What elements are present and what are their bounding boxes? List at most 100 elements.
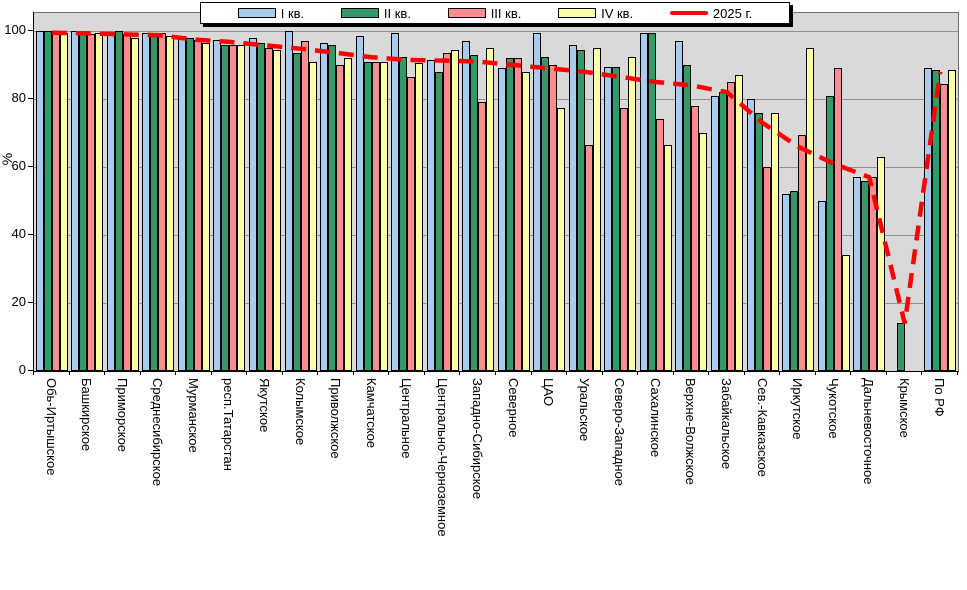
bar-III кв.-Колымское — [300, 41, 309, 371]
x-tick-label-Дальневосточное: Дальневосточное — [861, 378, 877, 485]
legend-swatch — [237, 8, 276, 18]
x-tick-mark — [814, 371, 816, 375]
x-tick-label-Северное: Северное — [505, 378, 521, 438]
bar-II кв.-Уральское — [576, 49, 585, 371]
legend-swatch — [447, 8, 486, 18]
legend-item-III кв.: III кв. — [447, 5, 522, 21]
bar-II кв.-Среднесибирское — [150, 32, 159, 371]
bar-IV кв.-Камчатское — [379, 61, 388, 371]
x-tick-label-Западно-Сибирское: Западно-Сибирское — [470, 378, 486, 500]
y-tick-label: 0 — [18, 362, 26, 377]
x-tick-mark — [921, 371, 923, 375]
x-tick-mark — [33, 371, 34, 375]
bar-II кв.-Северное — [505, 58, 514, 371]
bar-IV кв.-респ.Татарстан — [237, 44, 246, 371]
x-tick-mark — [672, 371, 674, 375]
y-tick-label: 100 — [4, 22, 26, 37]
bar-IV кв.-Центрально-Черноземное — [450, 49, 459, 371]
bar-III кв.-Сев.-Кавказское — [762, 167, 771, 371]
bar-IV кв.-Центральное — [415, 63, 424, 371]
bar-I кв.-Приморское — [106, 32, 115, 371]
x-tick-mark — [495, 371, 496, 375]
x-tick-label-ЦАО: ЦАО — [541, 378, 557, 407]
bar-I кв.-Западно-Сибирское — [462, 41, 471, 371]
bar-II кв.-Верхне-Волжское — [683, 65, 692, 371]
x-tick-label-Мурманское: Мурманское — [185, 378, 201, 453]
bar-II кв.-Забайкальское — [719, 92, 727, 371]
x-tick-mark — [104, 371, 106, 375]
bar-IV кв.-По РФ — [948, 70, 957, 371]
bar-III кв.-ЦАО — [549, 65, 558, 371]
bar-IV кв.-Колымское — [308, 61, 317, 371]
bar-II кв.-ЦАО — [541, 56, 550, 371]
bar-IV кв.-Башкирское — [95, 32, 104, 371]
x-tick-label-Приволжское: Приволжское — [328, 378, 344, 459]
bar-I кв.-Башкирское — [71, 31, 80, 371]
chart-legend: I кв. II кв. III кв. IV кв. 2025 г. — [200, 2, 790, 24]
bar-I кв.-Дальневосточное — [853, 177, 862, 371]
x-tick-label-Среднесибирское: Среднесибирское — [150, 378, 166, 487]
bar-III кв.-Якутское — [265, 48, 273, 371]
bar-IV кв.-Забайкальское — [735, 75, 743, 371]
bar-I кв.-Среднесибирское — [142, 32, 151, 371]
bar-I кв.-Центральное — [391, 32, 400, 371]
x-tick-mark — [352, 371, 354, 375]
bar-II кв.-Приморское — [114, 31, 123, 371]
x-tick-mark — [743, 371, 745, 375]
bar-IV кв.-Сахалинское — [663, 144, 672, 371]
x-tick-label-Верхне-Волжское: Верхне-Волжское — [683, 378, 699, 485]
bar-III кв.-Приморское — [122, 34, 131, 371]
bar-II кв.-Якутское — [257, 42, 265, 371]
bar-IV кв.-Дальневосточное — [877, 156, 886, 371]
bar-I кв.-Сев.-Кавказское — [746, 99, 755, 371]
x-tick-label-Камчатское: Камчатское — [363, 378, 379, 449]
bar-II кв.-Дальневосточное — [861, 180, 870, 371]
x-tick-mark — [281, 371, 283, 375]
bar-III кв.-Центральное — [407, 76, 416, 371]
bar-II кв.-Колымское — [292, 53, 301, 371]
x-tick-mark — [530, 371, 532, 375]
bar-I кв.-По РФ — [924, 68, 933, 371]
bar-II кв.-Мурманское — [185, 37, 194, 371]
legend-line-swatch — [669, 11, 708, 15]
y-tick-mark — [28, 370, 33, 371]
legend-label: II кв. — [383, 5, 411, 21]
bar-III кв.-Верхне-Волжское — [691, 105, 700, 371]
bar-I кв.-Центрально-Черноземное — [426, 59, 435, 371]
x-tick-label-Якутское: Якутское — [257, 378, 272, 433]
bar-I кв.-Северо-Западное — [604, 66, 613, 371]
x-tick-mark — [388, 371, 390, 375]
bar-IV кв.-Уральское — [592, 48, 601, 371]
y-tick-mark — [28, 30, 33, 31]
bar-III кв.-респ.Татарстан — [229, 44, 238, 371]
bar-III кв.-Среднесибирское — [158, 32, 167, 371]
bar-II кв.-Центрально-Черноземное — [434, 71, 443, 371]
x-tick-label-Центральное: Центральное — [399, 378, 415, 459]
x-tick-label-Обь-Иртышское: Обь-Иртышское — [43, 378, 59, 476]
x-tick-mark — [708, 371, 710, 375]
x-tick-mark — [246, 371, 248, 375]
legend-label: IV кв. — [601, 5, 634, 21]
bar-IV кв.-Северо-Западное — [628, 56, 637, 371]
x-tick-mark — [210, 371, 212, 375]
bar-II кв.-Центральное — [399, 56, 408, 371]
bar-II кв.-Западно-Сибирское — [470, 54, 479, 371]
x-tick-label-Сахалинское: Сахалинское — [647, 378, 663, 458]
bar-I кв.-ЦАО — [533, 32, 542, 371]
x-tick-label-Крымское: Крымское — [896, 378, 912, 438]
legend-label: I кв. — [280, 5, 305, 21]
y-tick-label: 80 — [11, 90, 26, 105]
y-tick-mark — [28, 234, 33, 235]
legend-item-IV кв.: IV кв. — [558, 6, 633, 21]
x-tick-mark — [637, 371, 639, 375]
bar-III кв.-Башкирское — [87, 34, 96, 371]
legend-label: III кв. — [490, 5, 522, 21]
bar-III кв.-Забайкальское — [727, 82, 735, 371]
bar-IV кв.-Среднесибирское — [166, 36, 175, 371]
legend-item-II кв.: II кв. — [340, 5, 411, 21]
bar-I кв.-Чукотское — [817, 201, 826, 371]
bar-III кв.-Обь-Иртышское — [51, 32, 60, 371]
bar-III кв.-Западно-Сибирское — [478, 102, 487, 371]
bar-I кв.-Камчатское — [355, 36, 364, 371]
